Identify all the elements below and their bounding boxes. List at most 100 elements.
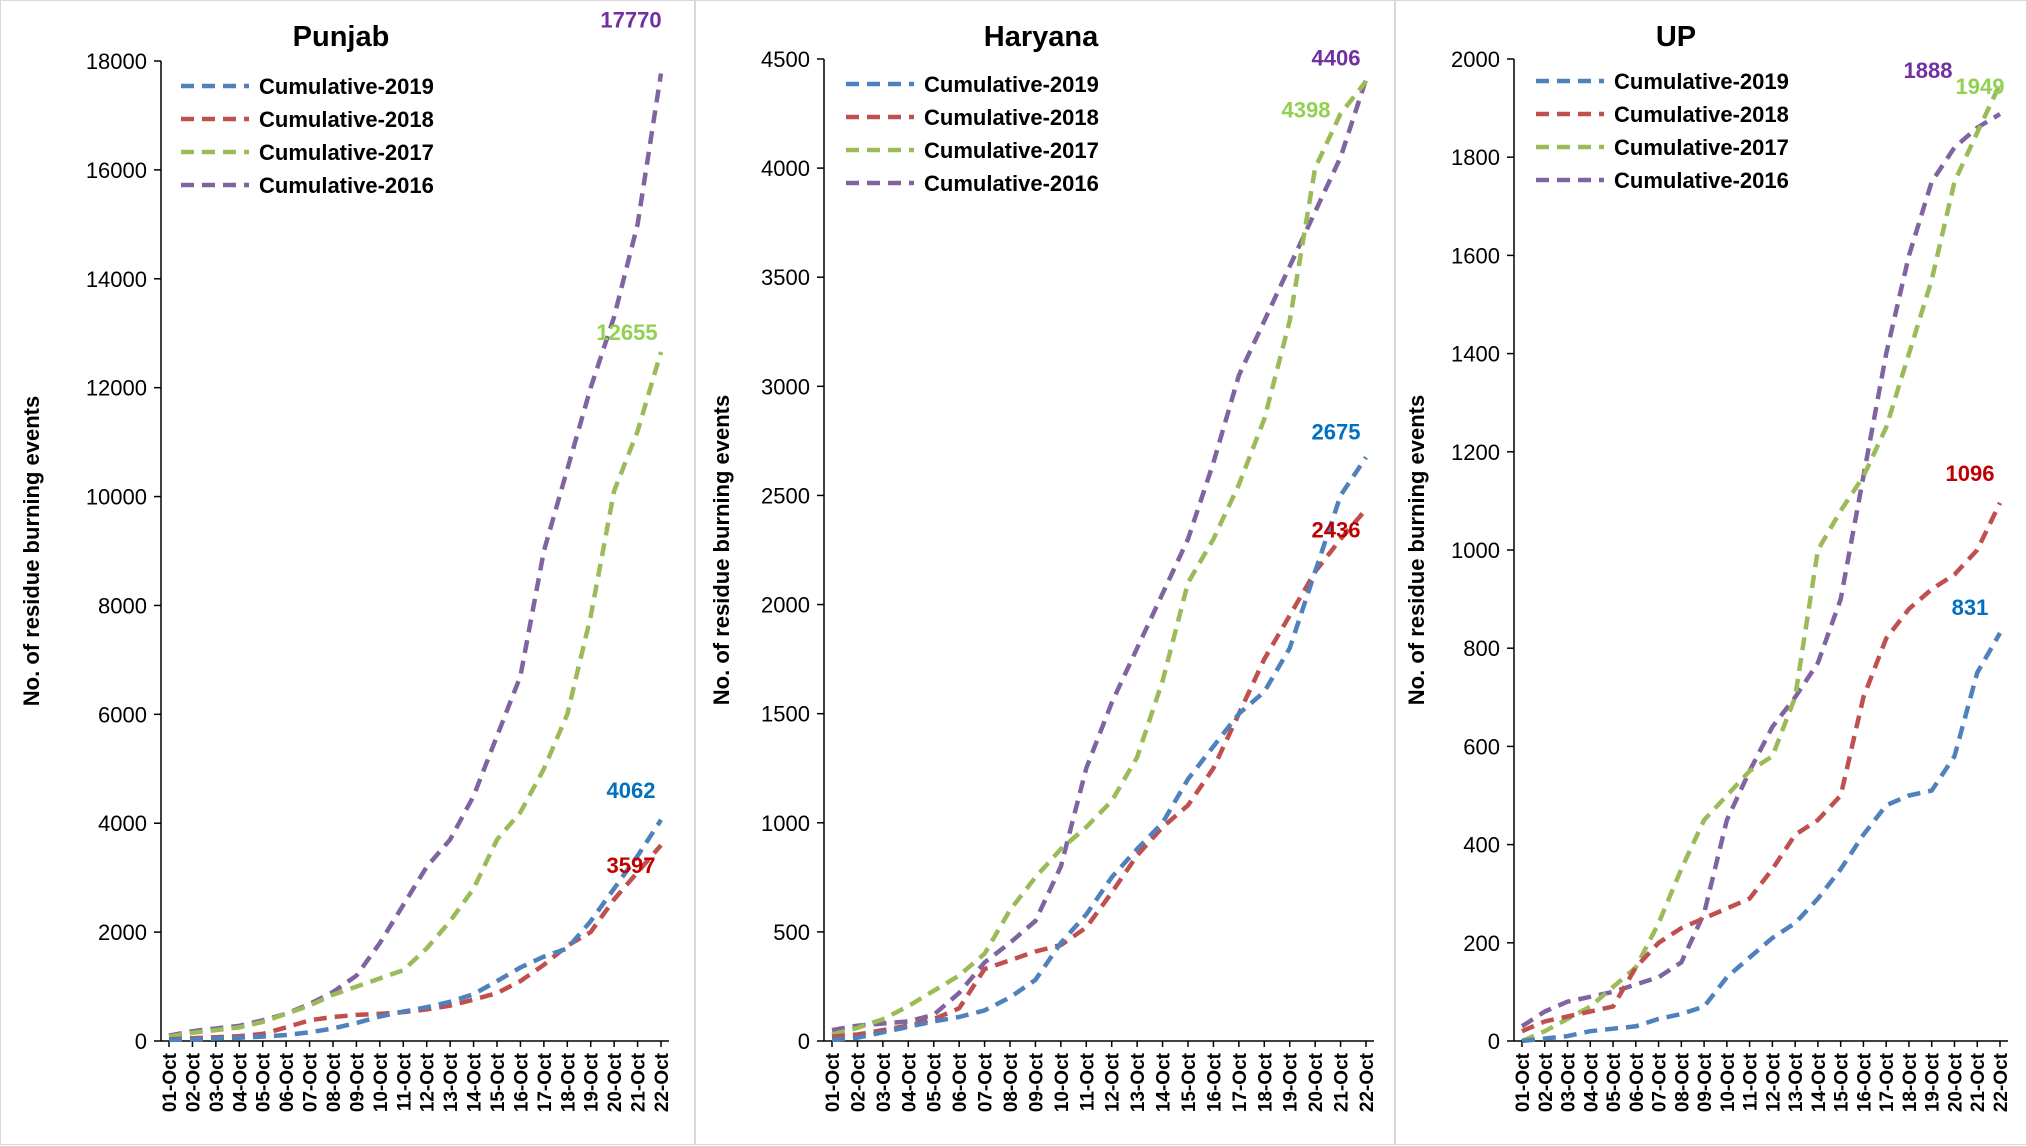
x-tick-label: 21-Oct <box>629 1052 650 1112</box>
x-tick-label: 03-Oct <box>874 1052 895 1112</box>
x-tick-label: 05-Oct <box>254 1052 275 1112</box>
x-tick-label: 13-Oct <box>441 1052 462 1112</box>
legend-entry: Cumulative-2017 <box>259 140 434 165</box>
x-tick-label: 12-Oct <box>418 1052 439 1112</box>
y-tick-label: 200 <box>1463 931 1500 956</box>
x-tick-label: 14-Oct <box>465 1052 486 1112</box>
chart-panel-haryana: Haryana 0 500 1000 1500 2000 2500 3000 3500 4000 4… <box>695 0 1395 1145</box>
x-tick-label: 10-Oct <box>1718 1052 1739 1112</box>
x-tick-label: 10-Oct <box>371 1052 392 1112</box>
data-label-cumulative-2016: 4406 <box>1312 46 1361 71</box>
y-axis-title: No. of residue burning events <box>709 395 734 705</box>
x-tick-label: 02-Oct <box>848 1052 869 1112</box>
x-tick-label: 20-Oct <box>1306 1052 1327 1112</box>
y-tick-label: 16000 <box>86 158 147 183</box>
chart-punjab: Punjab 0 2000 4000 6000 8000 10000 12000 14000 16… <box>19 8 673 1113</box>
x-tick-label: 01-Oct <box>823 1052 844 1112</box>
x-tick-label: 21-Oct <box>1968 1052 1989 1112</box>
series-line-cumulative-2018 <box>168 843 663 1042</box>
y-tick-label: 400 <box>1463 833 1500 858</box>
legend-entry: Cumulative-2019 <box>1614 69 1789 94</box>
x-tick-label: 16-Oct <box>1854 1052 1875 1112</box>
series-line-cumulative-2016 <box>831 78 1369 1033</box>
x-tick-label: 02-Oct <box>183 1052 204 1112</box>
x-tick-label: 11-Oct <box>1741 1052 1762 1111</box>
x-tick-label: 11-Oct <box>1077 1052 1098 1111</box>
x-tick-label: 03-Oct <box>207 1052 228 1112</box>
x-tick-label: 08-Oct <box>1001 1052 1022 1112</box>
y-tick-label: 3500 <box>761 265 810 290</box>
y-tick-label: 0 <box>798 1029 810 1054</box>
x-tick-label: 09-Oct <box>1026 1052 1047 1112</box>
x-tick-label: 06-Oct <box>1627 1052 1648 1112</box>
y-tick-label: 0 <box>1488 1029 1500 1054</box>
data-label-cumulative-2019: 4062 <box>607 778 656 803</box>
y-tick-label: 600 <box>1463 734 1500 759</box>
x-tick-label: 09-Oct <box>1695 1052 1716 1112</box>
data-label-cumulative-2018: 3597 <box>607 853 656 878</box>
data-label-cumulative-2016: 1888 <box>1904 58 1953 83</box>
y-tick-label: 6000 <box>98 702 147 727</box>
x-tick-label: 03-Oct <box>1559 1052 1580 1112</box>
series-line-cumulative-2016 <box>168 73 664 1038</box>
x-tick-label: 06-Oct <box>277 1052 298 1112</box>
x-tick-label: 09-Oct <box>347 1052 368 1112</box>
y-tick-label: 14000 <box>86 267 147 292</box>
data-label-cumulative-2016: 17770 <box>600 8 661 33</box>
x-tick-label: 04-Oct <box>899 1052 920 1112</box>
series-line-cumulative-2018 <box>831 507 1368 1039</box>
chart-title: Punjab <box>293 21 390 53</box>
data-label-cumulative-2017: 4398 <box>1282 97 1331 122</box>
y-tick-label: 2500 <box>761 483 810 508</box>
y-tick-label: 10000 <box>86 485 147 510</box>
y-tick-label: 1400 <box>1451 342 1500 367</box>
y-tick-label: 18000 <box>86 49 147 74</box>
x-tick-label: 19-Oct <box>1281 1052 1302 1112</box>
data-label-cumulative-2017: 1949 <box>1956 74 2005 99</box>
x-tick-label: 07-Oct <box>976 1052 997 1112</box>
y-tick-label: 1000 <box>761 811 810 836</box>
x-tick-label: 18-Oct <box>1255 1052 1276 1112</box>
legend-entry: Cumulative-2016 <box>259 173 434 198</box>
data-label-cumulative-2019: 2675 <box>1312 419 1361 444</box>
legend-entry: Cumulative-2016 <box>924 171 1099 196</box>
x-tick-label: 01-Oct <box>160 1052 181 1112</box>
x-tick-label: 08-Oct <box>324 1052 345 1112</box>
x-tick-label: 17-Oct <box>535 1052 556 1112</box>
x-tick-label: 14-Oct <box>1154 1052 1175 1112</box>
x-tick-label: 07-Oct <box>301 1052 322 1112</box>
x-tick-label: 02-Oct <box>1536 1052 1557 1112</box>
x-tick-label: 22-Oct <box>652 1052 673 1112</box>
legend-entry: Cumulative-2019 <box>924 72 1099 97</box>
data-label-cumulative-2018: 2436 <box>1312 517 1361 542</box>
x-tick-label: 12-Oct <box>1103 1052 1124 1112</box>
series-line-cumulative-2016 <box>1520 112 2002 1029</box>
x-tick-label: 22-Oct <box>1357 1052 1378 1112</box>
series-line-cumulative-2018 <box>1521 501 2003 1034</box>
series-line-cumulative-2019 <box>168 818 663 1043</box>
y-tick-label: 4000 <box>98 811 147 836</box>
x-tick-label: 05-Oct <box>925 1052 946 1112</box>
y-tick-label: 2000 <box>98 920 147 945</box>
series-line-cumulative-2017 <box>831 79 1368 1037</box>
legend-entry: Cumulative-2018 <box>1614 102 1789 127</box>
legend-entry: Cumulative-2017 <box>1614 135 1789 160</box>
x-tick-label: 15-Oct <box>1179 1052 1200 1112</box>
chart-title: UP <box>1656 21 1696 53</box>
x-tick-label: 10-Oct <box>1052 1052 1073 1112</box>
x-tick-label: 17-Oct <box>1877 1052 1898 1112</box>
x-tick-label: 06-Oct <box>950 1052 971 1112</box>
x-tick-label: 08-Oct <box>1672 1052 1693 1112</box>
x-tick-label: 01-Oct <box>1513 1052 1534 1112</box>
chart-panel-up: UP 0 200 400 600 800 1000 1200 1400 1600 1800 2000 N… <box>1395 0 2027 1145</box>
x-tick-label: 20-Oct <box>1945 1052 1966 1112</box>
y-tick-label: 500 <box>773 920 810 945</box>
chart-title: Haryana <box>984 21 1099 53</box>
x-tick-label: 18-Oct <box>558 1052 579 1112</box>
legend-entry: Cumulative-2017 <box>924 138 1099 163</box>
data-label-cumulative-2018: 1096 <box>1946 461 1995 486</box>
y-tick-label: 1600 <box>1451 243 1500 268</box>
y-tick-label: 12000 <box>86 376 147 401</box>
x-tick-label: 17-Oct <box>1230 1052 1251 1112</box>
y-tick-label: 800 <box>1463 636 1500 661</box>
